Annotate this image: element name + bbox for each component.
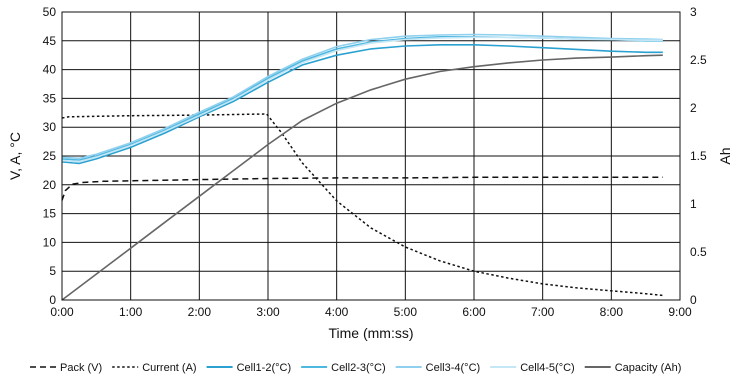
legend-label: Pack (V)	[60, 362, 102, 374]
legend-item-cell2-3-c: Cell2-3(°C)	[301, 362, 386, 374]
legend-item-cell1-2-c: Cell1-2(°C)	[206, 362, 292, 374]
gridlines	[61, 11, 681, 301]
x-tick-label: 5:00	[394, 305, 418, 319]
y2-tick-label: 1	[690, 197, 697, 211]
y-tick-label: 15	[43, 207, 57, 221]
series-line-capacity-ah	[61, 54, 663, 301]
series-line-cell4-5-c	[61, 36, 663, 163]
x-tick-labels: 0:00 1:00 2:00 3:00 4:00 5:00 6:00 7:00 8:00 9:00	[50, 305, 692, 319]
series-line-current-a	[61, 113, 663, 297]
x-tick-label: 7:00	[531, 305, 555, 319]
legend-label: Current (A)	[142, 362, 196, 374]
legend-label: Cell4-5(°C)	[520, 362, 575, 374]
x-tick-label: 3:00	[256, 305, 280, 319]
y2-tick-label: 2.5	[690, 53, 707, 67]
y2-tick-label: 2	[690, 101, 697, 115]
x-tick-label: 6:00	[462, 305, 486, 319]
legend-label: Capacity (Ah)	[615, 362, 682, 374]
series-layer	[61, 33, 663, 301]
y-tick-label: 45	[43, 34, 57, 48]
y-tick-label: 20	[43, 178, 57, 192]
x-tick-label: 4:00	[325, 305, 349, 319]
y2-tick-label: 3	[690, 5, 697, 19]
y-tick-label: 30	[43, 120, 57, 134]
y-tick-label: 40	[43, 63, 57, 77]
y-tick-label: 35	[43, 91, 57, 105]
y-tick-label: 10	[43, 235, 57, 249]
y2-tick-label: 1.5	[690, 149, 707, 163]
x-tick-label: 8:00	[600, 305, 624, 319]
legend-item-cell3-4-c: Cell3-4(°C)	[395, 362, 481, 374]
y2-tick-label: 0	[690, 293, 697, 307]
x-tick-label: 2:00	[188, 305, 212, 319]
legend-item-current-a: Current (A)	[112, 362, 197, 374]
y2-axis-title: Ah	[717, 147, 733, 164]
series-line-pack-v	[61, 176, 663, 201]
y2-tick-label: 0.5	[690, 245, 707, 259]
y-tick-label: 0	[49, 293, 56, 307]
y2-tick-labels: 0 0.5 1 1.5 2 2.5 3	[690, 5, 707, 307]
y-axis-title: V, A, °C	[7, 132, 23, 180]
series-line-cell1-2-c	[61, 43, 663, 165]
legend-label: Cell1-2(°C)	[237, 362, 292, 374]
legend-item-capacity-ah: Capacity (Ah)	[584, 362, 682, 374]
x-tick-label: 9:00	[668, 305, 692, 319]
y-tick-label: 50	[43, 5, 57, 19]
legend: Pack (V) Current (A) Cell1-2(°C) Cell2-3(°C…	[30, 362, 681, 374]
legend-label: Cell2-3(°C)	[331, 362, 386, 374]
legend-item-cell4-5-c: Cell4-5(°C)	[490, 362, 575, 374]
y-tick-label: 5	[49, 264, 56, 278]
x-tick-label: 1:00	[119, 305, 143, 319]
series-line-cell3-4-c	[61, 33, 663, 160]
legend-label: Cell3-4(°C)	[426, 362, 481, 374]
y-tick-label: 25	[43, 149, 57, 163]
x-tick-label: 0:00	[50, 305, 74, 319]
x-axis-title: Time (mm:ss)	[328, 325, 413, 341]
y-tick-labels: 0 5 10 15 20 25 30 35 40 45 50	[43, 5, 57, 307]
plot-frame	[61, 11, 681, 301]
legend-item-pack-v: Pack (V)	[30, 362, 102, 374]
